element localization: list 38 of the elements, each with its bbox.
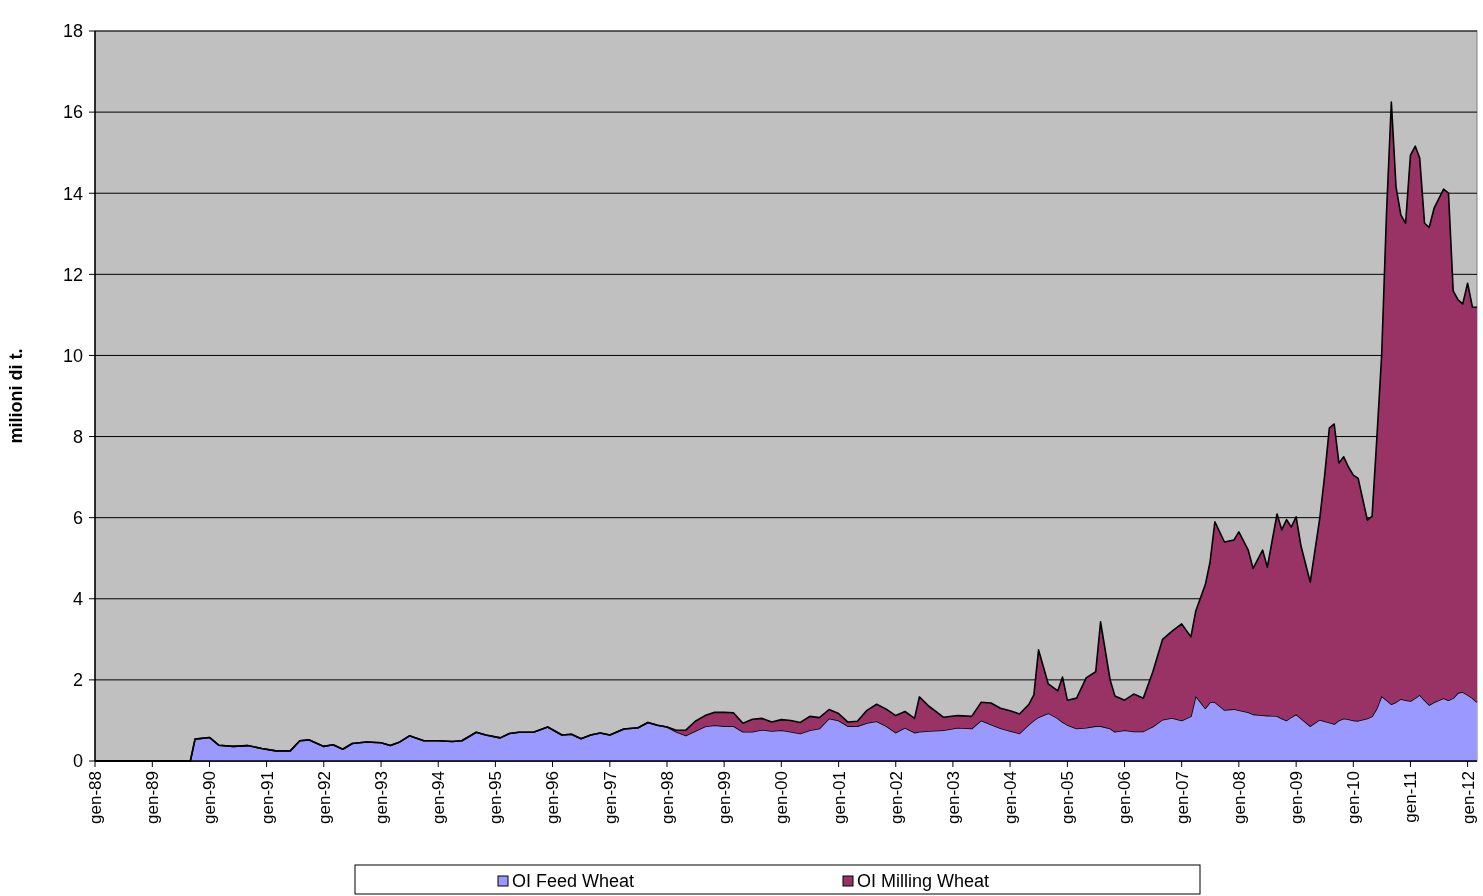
y-tick-label: 12 (62, 264, 83, 285)
y-tick-label: 4 (72, 589, 83, 610)
y-tick-label: 14 (62, 183, 83, 204)
x-tick-label: gen-01 (829, 771, 849, 824)
y-tick-label: 18 (62, 21, 83, 42)
x-tick-label: gen-93 (372, 771, 392, 824)
legend-label: OI Feed Wheat (512, 871, 635, 892)
x-tick-label: gen-88 (85, 771, 105, 824)
y-tick-label: 10 (62, 345, 83, 366)
y-axis-title: milioni di t. (6, 348, 26, 444)
y-tick-label: 8 (72, 426, 83, 447)
x-tick-label: gen-06 (1115, 771, 1135, 824)
x-tick-label: gen-11 (1401, 771, 1421, 823)
x-tick-label: gen-04 (1001, 771, 1021, 824)
x-tick-label: gen-10 (1344, 771, 1364, 824)
y-tick-label: 16 (62, 102, 83, 123)
x-tick-label: gen-02 (886, 771, 906, 824)
x-tick-label: gen-07 (1172, 771, 1192, 824)
x-tick-label: gen-95 (486, 771, 506, 824)
x-tick-label: gen-09 (1287, 771, 1307, 824)
x-tick-label: gen-99 (715, 771, 735, 824)
x-tick-label: gen-97 (600, 771, 620, 824)
y-tick-label: 0 (72, 751, 83, 772)
x-tick-label: gen-00 (772, 771, 792, 824)
legend-label: OI Milling Wheat (857, 871, 990, 892)
x-tick-label: gen-05 (1058, 771, 1078, 824)
x-tick-label: gen-08 (1229, 771, 1249, 824)
x-tick-label: gen-12 (1458, 771, 1478, 824)
x-tick-label: gen-89 (143, 771, 163, 824)
y-tick-label: 2 (72, 670, 83, 691)
x-tick-label: gen-91 (257, 771, 277, 824)
x-tick-label: gen-90 (200, 771, 220, 824)
x-tick-label: gen-98 (657, 771, 677, 824)
x-tick-label: gen-92 (314, 771, 334, 824)
x-tick-label: gen-03 (943, 771, 963, 824)
x-tick-label: gen-94 (429, 771, 449, 824)
y-tick-label: 6 (72, 507, 83, 528)
x-tick-label: gen-96 (543, 771, 563, 824)
